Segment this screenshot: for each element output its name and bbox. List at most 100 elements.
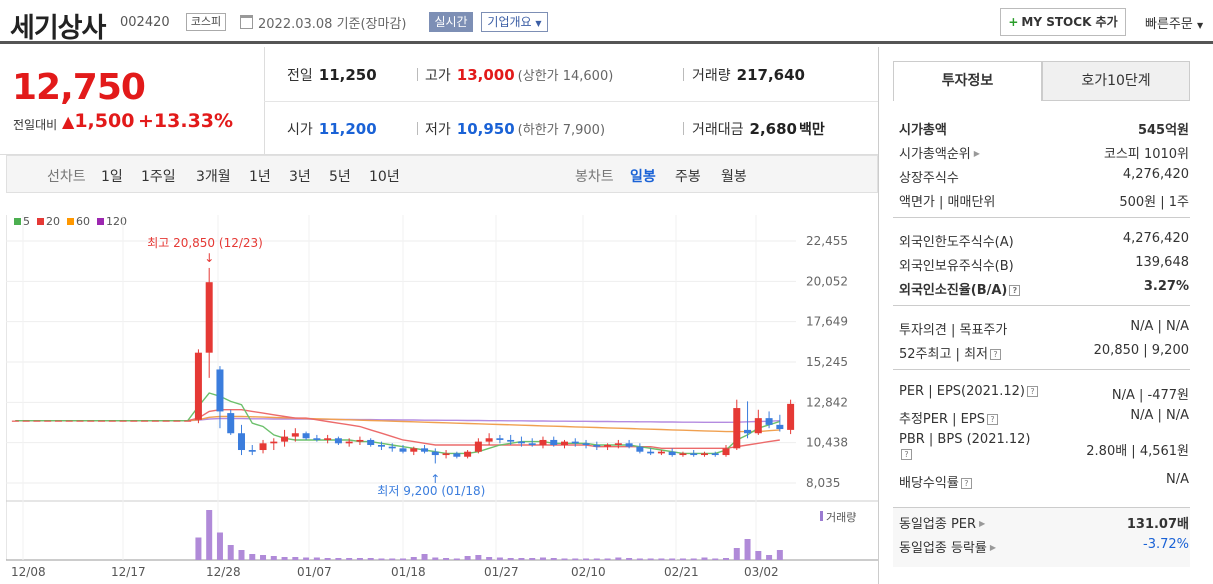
candle-body (173, 420, 181, 422)
candle-body (582, 443, 590, 445)
candle-body (765, 418, 773, 425)
volume-bar (227, 545, 234, 560)
tab-investment-info[interactable]: 투자정보 (893, 61, 1042, 101)
volume-bar (636, 558, 643, 560)
volume-bar (270, 556, 277, 560)
candle-option-weekly[interactable]: 주봉 (675, 169, 701, 185)
period-option[interactable]: 1주일 (141, 169, 176, 185)
volume-bar (604, 558, 611, 560)
company-overview-button[interactable]: 기업개요 ▼ (481, 12, 548, 32)
par-row: 액면가 | 매매단위 500원 | 1주 (899, 191, 1189, 211)
period-option[interactable]: 1일 (101, 169, 123, 185)
par-label: 액면가 | 매매단위 (899, 195, 996, 210)
line-chart-label: 선차트 (47, 169, 86, 185)
industry-per-label: 동일업종 PER ▶ (899, 513, 985, 532)
candle-option-daily[interactable]: 일봉 (630, 169, 656, 185)
help-icon[interactable]: ? (1026, 386, 1038, 397)
period-option[interactable]: 5년 (329, 169, 351, 185)
x-tick-label: 03/02 (744, 565, 779, 579)
industry-rate-label: 동일업종 등락률 ▶ (899, 537, 996, 556)
help-icon[interactable]: ? (990, 349, 1001, 360)
est-per-label: 추정PER | EPS? (899, 408, 998, 427)
volume-bar (776, 550, 783, 560)
price-chart: 5 20 60 120 22,455 20,052 17,649 15,245 12,8… (6, 215, 878, 584)
candle-body (431, 451, 439, 456)
volume-value: 217,640 (736, 66, 805, 84)
tab-order-book[interactable]: 호가10단계 (1042, 61, 1190, 101)
est-per-label-text: 추정PER | EPS (899, 412, 985, 427)
candle-body (313, 438, 321, 440)
price-diff-value: 1,500 (74, 110, 135, 132)
volume-bar (281, 557, 288, 560)
divider (417, 68, 418, 81)
high-annotation: 최고 20,850 (12/23) (147, 236, 263, 250)
divider (893, 217, 1190, 218)
period-option[interactable]: 3년 (289, 169, 311, 185)
est-per-value: N/A | N/A (1130, 408, 1189, 423)
open-price: 시가 11,200 (287, 119, 377, 139)
volume-bar (766, 555, 773, 560)
candle-body (614, 443, 622, 445)
quick-order-label: 빠른주문 (1145, 17, 1193, 32)
foreign-limit-row: 외국인한도주식수(A) 4,276,420 (899, 231, 1189, 251)
candle-body (377, 444, 385, 447)
candle-body (421, 448, 429, 452)
period-option[interactable]: 10년 (369, 169, 400, 185)
candle-body (216, 369, 224, 412)
volume-bar (669, 558, 676, 560)
volume-bar (324, 558, 331, 560)
help-icon[interactable]: ? (1009, 285, 1021, 296)
prev-close-label: 전일 (287, 68, 313, 84)
volume-bar (432, 557, 439, 560)
trade-amount: 거래대금 2,680 백만 (692, 119, 825, 139)
low-value: 10,950 (456, 120, 515, 138)
period-option[interactable]: 1년 (249, 169, 271, 185)
divider (683, 68, 684, 81)
cap-rank-row: 시가총액순위 ▶ 코스피 1010위 (899, 143, 1189, 163)
low-price: 저가 10,950 (하한가 7,900) (425, 119, 605, 139)
volume-bar (561, 558, 568, 560)
add-my-stock-button[interactable]: + MY STOCK 추가 (1000, 8, 1126, 36)
up-triangle-icon: ▲ (62, 112, 75, 131)
y-tick-label: 17,649 (806, 315, 848, 329)
candle-body (464, 451, 472, 457)
y-tick-label: 10,438 (806, 436, 848, 450)
volume-bar (356, 558, 363, 560)
volume-bar (733, 548, 740, 560)
x-tick-label: 02/21 (664, 565, 699, 579)
foreign-hold-row: 외국인보유주식수(B) 139,648 (899, 255, 1189, 275)
volume-bar (464, 556, 471, 560)
help-icon[interactable]: ? (986, 414, 998, 425)
down-arrow-icon: ↓ (204, 251, 214, 265)
x-tick-label: 02/10 (571, 565, 606, 579)
volume-bar (690, 558, 697, 560)
realtime-button[interactable]: 실시간 (429, 12, 473, 32)
high-price: 고가 13,000 (상한가 14,600) (425, 65, 613, 85)
foreign-ratio-label: 외국인소진율(B/A)? (899, 279, 1021, 298)
volume-bar (378, 558, 385, 560)
ma-line-ma60 (15, 415, 780, 433)
legend-swatch (37, 218, 44, 225)
candle-body (259, 443, 267, 451)
divider (264, 101, 878, 102)
shares-label: 상장주식수 (899, 171, 959, 186)
candle-body (647, 451, 655, 454)
candle-option-monthly[interactable]: 월봉 (721, 169, 747, 185)
volume-bar (550, 558, 557, 560)
current-price: 12,750 (12, 67, 146, 108)
industry-per-row: 동일업종 PER ▶ 131.07배 (899, 513, 1189, 533)
candle-body (11, 420, 19, 422)
dividend-value: N/A (1166, 472, 1189, 487)
high-value: 13,000 (456, 66, 515, 84)
volume-bar (701, 557, 708, 560)
prev-close-value: 11,250 (318, 66, 377, 84)
help-icon[interactable]: ? (960, 478, 972, 489)
candle-body (130, 420, 138, 422)
candle-body (184, 420, 192, 422)
quick-order-menu[interactable]: 빠른주문 ▼ (1145, 13, 1203, 32)
y-tick-label: 20,052 (806, 274, 848, 288)
candle-body (141, 420, 149, 422)
period-option[interactable]: 3개월 (196, 169, 231, 185)
volume-bar (303, 557, 310, 560)
help-icon[interactable]: ? (901, 449, 912, 460)
